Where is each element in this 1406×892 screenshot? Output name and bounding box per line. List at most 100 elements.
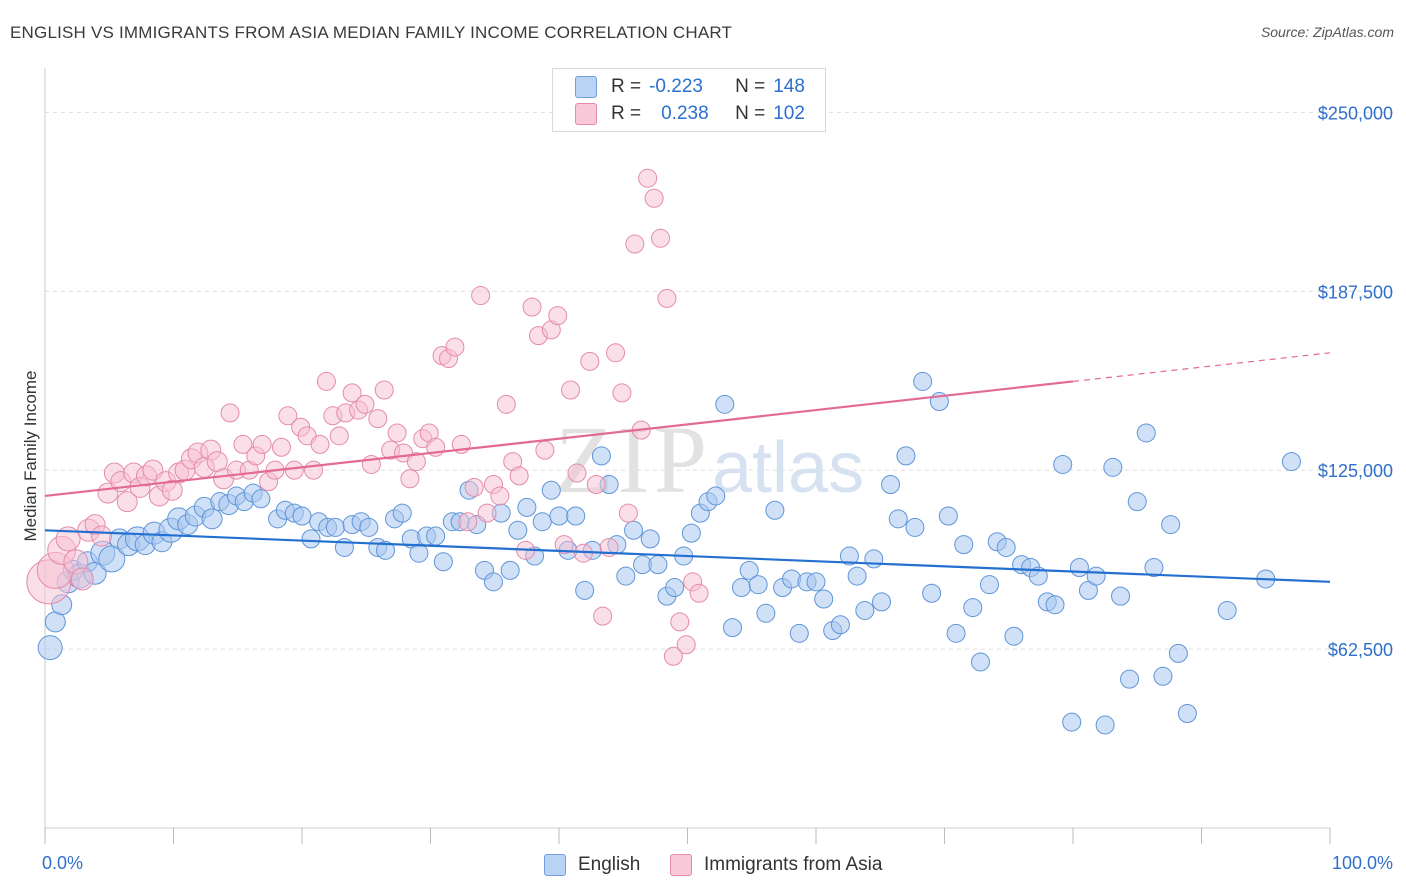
english-point — [483, 572, 503, 592]
english-point — [648, 555, 668, 575]
asia-point — [625, 234, 645, 254]
english-point — [731, 578, 751, 598]
r-value-asia: 0.238 — [661, 103, 709, 124]
english-point — [426, 526, 446, 546]
n-label: N = — [735, 103, 766, 124]
english-point — [1177, 703, 1197, 723]
n-value-english: 148 — [773, 76, 805, 97]
asia-point — [368, 409, 388, 429]
english-point — [765, 500, 785, 520]
english-point — [905, 517, 925, 537]
asia-point — [458, 512, 478, 532]
english-point — [1062, 712, 1082, 732]
asia-point — [567, 463, 587, 483]
legend-label-english: English — [578, 854, 641, 875]
asia-point — [638, 168, 658, 188]
english-point — [616, 566, 636, 586]
y-tick-label: $125,000 — [1318, 461, 1393, 481]
english-point — [301, 529, 321, 549]
english-point — [1144, 558, 1164, 578]
english-point — [896, 446, 916, 466]
english-point — [1095, 715, 1115, 735]
asia-trend-line — [44, 380, 1074, 498]
y-tick-label: $62,500 — [1328, 640, 1393, 660]
series-asia-points — [26, 168, 709, 666]
asia-point — [278, 406, 298, 426]
asia-trend-line-extension — [1072, 352, 1331, 383]
asia-point — [509, 466, 529, 486]
asia-point — [329, 426, 349, 446]
asia-point — [252, 434, 272, 454]
stats-legend: R = -0.223 N = 148 R = 0.238 N = 102 — [552, 68, 826, 132]
asia-point — [477, 503, 497, 523]
english-point — [739, 560, 759, 580]
asia-point — [657, 288, 677, 308]
english-point — [954, 535, 974, 555]
asia-point — [689, 583, 709, 603]
english-point — [201, 508, 223, 530]
asia-point — [554, 535, 574, 555]
english-point — [549, 506, 569, 526]
english-point — [433, 552, 453, 572]
asia-point — [618, 503, 638, 523]
english-point — [1004, 626, 1024, 646]
english-point — [575, 580, 595, 600]
asia-point — [464, 477, 484, 497]
english-point — [855, 600, 875, 620]
english-point — [922, 583, 942, 603]
asia-point — [471, 286, 491, 306]
asia-point — [496, 394, 516, 414]
english-point — [789, 623, 809, 643]
asia-point — [612, 383, 632, 403]
asia-point — [91, 525, 113, 547]
english-point — [839, 546, 859, 566]
asia-point — [355, 394, 375, 414]
legend-item-english[interactable]: English — [544, 852, 640, 878]
english-point — [963, 598, 983, 618]
y-tick-label: $187,500 — [1318, 282, 1393, 302]
asia-point — [445, 337, 465, 357]
asia-point — [561, 380, 581, 400]
english-point — [1086, 566, 1106, 586]
english-point — [1136, 423, 1156, 443]
english-point — [1103, 457, 1123, 477]
english-point — [748, 575, 768, 595]
y-axis-label: Median Family Income — [21, 370, 40, 541]
r-value-english: -0.223 — [649, 76, 703, 97]
asia-point — [490, 486, 510, 506]
english-point — [665, 578, 685, 598]
legend-item-asia[interactable]: Immigrants from Asia — [670, 852, 882, 878]
asia-point — [651, 228, 671, 248]
english-point — [1153, 666, 1173, 686]
n-label: N = — [735, 76, 766, 97]
english-point — [532, 512, 552, 532]
asia-point — [70, 567, 94, 591]
asia-point — [374, 380, 394, 400]
asia-point — [586, 474, 606, 494]
english-point — [1069, 558, 1089, 578]
y-tick-label: $250,000 — [1318, 103, 1393, 123]
x-tick-label-min: 0.0% — [42, 853, 83, 873]
asia-point — [310, 434, 330, 454]
stats-legend-row-asia: R = 0.238 N = 102 — [575, 101, 805, 127]
asia-point — [676, 635, 696, 655]
asia-swatch-icon — [575, 103, 597, 125]
english-point — [591, 446, 611, 466]
english-point — [292, 506, 312, 526]
english-point — [359, 517, 379, 537]
r-label: R = — [611, 103, 642, 124]
english-legend-swatch-icon — [544, 854, 566, 876]
asia-point — [220, 403, 240, 423]
stats-legend-row-english: R = -0.223 N = 148 — [575, 74, 805, 100]
english-point — [1045, 595, 1065, 615]
english-point — [376, 540, 396, 560]
asia-point — [116, 491, 138, 513]
asia-point — [304, 460, 324, 480]
asia-point — [271, 437, 291, 457]
english-point — [830, 615, 850, 635]
english-point — [508, 520, 528, 540]
english-point — [782, 569, 802, 589]
english-point — [541, 480, 561, 500]
asia-point — [400, 469, 420, 489]
chart-source: Source: ZipAtlas.com — [1260, 24, 1394, 40]
